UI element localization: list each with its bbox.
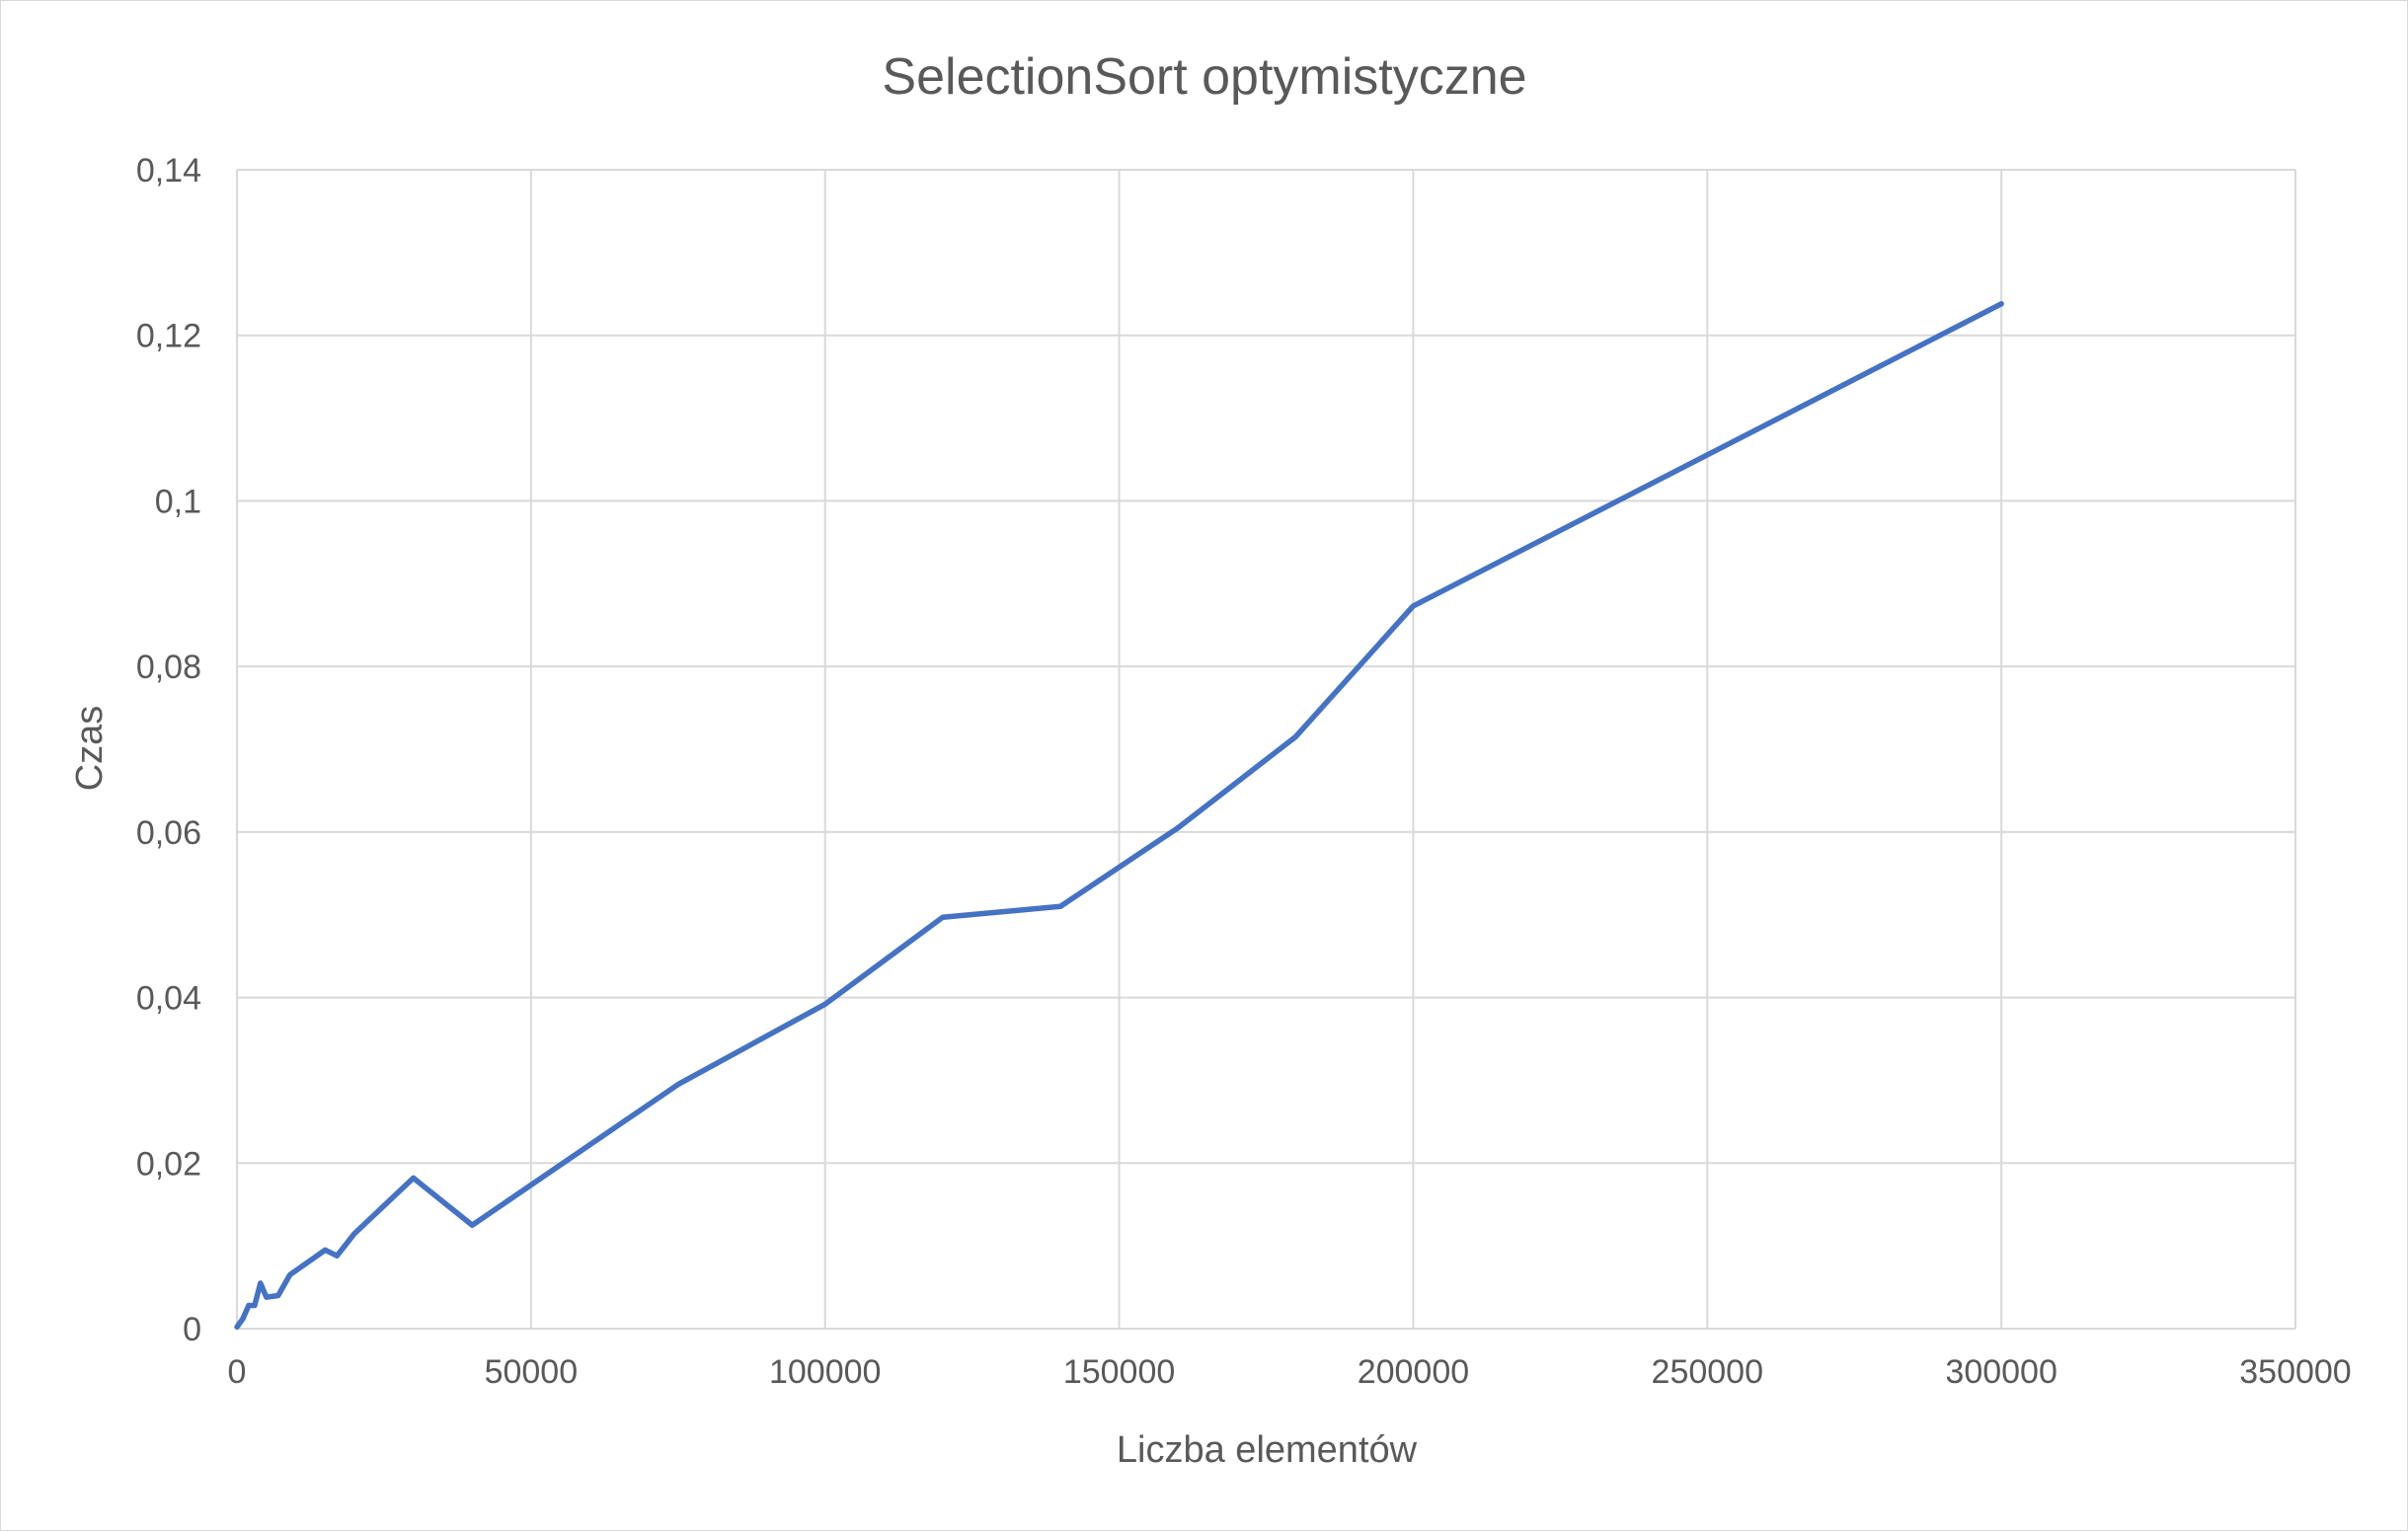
x-tick-label: 50000	[485, 1353, 579, 1391]
y-tick-label: 0,12	[136, 318, 201, 355]
x-tick-label: 150000	[1063, 1353, 1175, 1391]
x-tick-label: 300000	[1945, 1353, 2057, 1391]
y-axis-label: Czas	[69, 706, 111, 792]
x-axis-label: Liczba elementów	[1117, 1429, 1418, 1471]
chart-title: SelectionSort optymistyczne	[882, 48, 1526, 106]
x-tick-label: 350000	[2239, 1353, 2351, 1391]
y-tick-label: 0,06	[136, 814, 201, 852]
y-tick-label: 0	[183, 1311, 201, 1348]
y-tick-label: 0,02	[136, 1145, 201, 1183]
gridlines	[236, 169, 2296, 1330]
tick-labels: 0 0,02 0,04 0,06 0,08 0,1 0,12 0,14 0 50000 100000…	[136, 152, 2352, 1391]
x-tick-label: 200000	[1358, 1353, 1469, 1391]
x-tick-label: 100000	[769, 1353, 881, 1391]
y-tick-label: 0,14	[136, 152, 201, 190]
y-tick-label: 0,08	[136, 649, 201, 686]
y-tick-label: 0,04	[136, 980, 201, 1018]
series-layer	[234, 301, 2004, 1331]
series-line-0	[234, 301, 2004, 1331]
y-tick-label: 0,1	[155, 483, 201, 520]
x-tick-label: 0	[228, 1353, 247, 1391]
x-tick-label: 250000	[1652, 1353, 1763, 1391]
